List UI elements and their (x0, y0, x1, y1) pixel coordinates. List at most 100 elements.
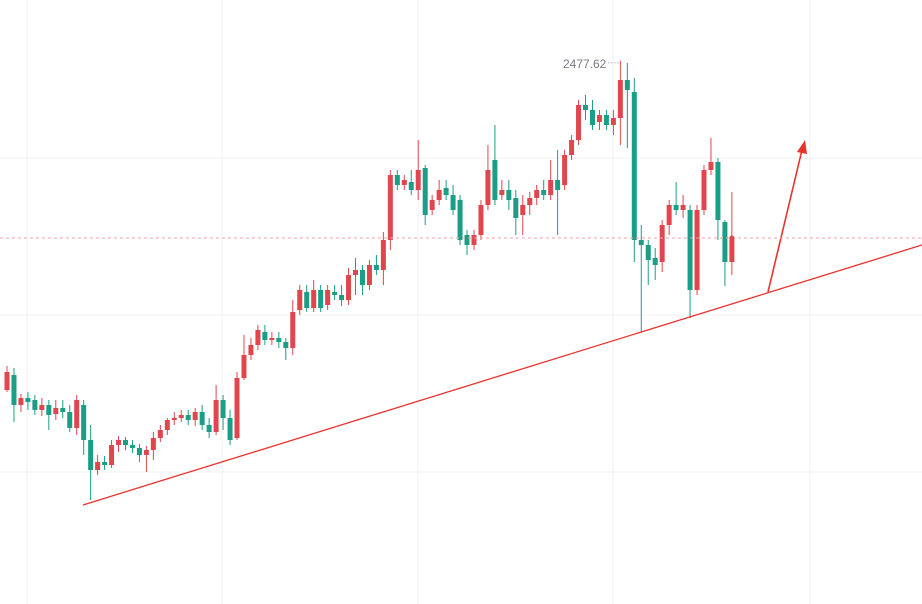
candle-body (534, 190, 540, 198)
candle-body (53, 408, 59, 414)
candle-body (206, 425, 212, 432)
candle-body (136, 448, 142, 455)
candle-body (687, 210, 693, 290)
candle-body (443, 188, 449, 195)
candle-body (269, 338, 275, 340)
candle-body (185, 415, 191, 420)
candle-body (366, 265, 372, 285)
candle-body (276, 338, 282, 342)
candle-body (192, 412, 198, 420)
candle-body (129, 445, 135, 448)
candle-body (562, 155, 568, 185)
candle-body (67, 412, 73, 428)
candle-body (589, 110, 595, 125)
candle-body (199, 412, 205, 425)
candle-body (603, 115, 609, 125)
candle-body (527, 198, 533, 205)
candle-body (346, 275, 352, 300)
candle-body (596, 115, 602, 122)
candle-body (631, 92, 637, 240)
candle-body (373, 265, 379, 270)
candle-body (339, 295, 345, 300)
candle-body (429, 200, 435, 210)
candle-body (241, 355, 247, 378)
candle-body (255, 330, 261, 345)
arrow-shaft (767, 149, 803, 293)
candle-body (290, 312, 296, 348)
candle-body (304, 292, 310, 308)
candle-body (680, 205, 686, 210)
candle-body (46, 405, 52, 415)
candle-body (102, 462, 108, 465)
candle-body (387, 175, 393, 240)
candle-body (408, 182, 414, 190)
candle-body (492, 160, 498, 200)
candle-body (25, 398, 31, 402)
candle-body (415, 170, 421, 190)
candle-body (722, 222, 728, 262)
candle-body (450, 195, 456, 210)
candle-body (701, 170, 707, 210)
arrow-head (797, 140, 807, 154)
candle-body (234, 378, 240, 438)
last-price-dot (729, 235, 735, 241)
candle-body (157, 430, 163, 438)
candle-body (645, 245, 651, 260)
candle-body (617, 80, 623, 118)
candle-body (436, 190, 442, 200)
candle-body (122, 440, 128, 445)
candle-body (353, 270, 358, 275)
candle-body (116, 440, 122, 445)
candle-body (506, 190, 512, 200)
candle-body (471, 235, 477, 245)
candle-body (499, 190, 505, 195)
candle-body (171, 418, 177, 420)
candle-body (311, 290, 317, 308)
candle-body (380, 240, 386, 270)
trend-line (82, 244, 922, 506)
candles (4, 60, 735, 500)
candle-body (541, 190, 547, 195)
candle-body (485, 170, 491, 205)
candle-body (401, 180, 407, 185)
candle-body (569, 140, 575, 155)
candle-body (109, 445, 115, 465)
candle-body (178, 415, 184, 418)
candle-body (4, 372, 10, 390)
candle-body (422, 168, 428, 215)
candle-body (715, 162, 721, 220)
candle-body (297, 290, 303, 310)
candle-body (39, 405, 45, 410)
candle-body (583, 105, 589, 110)
candle-body (150, 438, 156, 450)
candle-body (659, 225, 665, 262)
candle-body (548, 180, 554, 195)
candle-body (283, 342, 289, 348)
candle-body (248, 345, 254, 355)
candle-body (11, 375, 17, 405)
candle-body (652, 258, 658, 265)
candle-body (673, 205, 679, 210)
candle-body (32, 400, 38, 410)
candle-body (457, 200, 463, 240)
candle-body (74, 400, 80, 428)
candle-body (227, 418, 233, 440)
candle-body (394, 175, 400, 185)
candle-body (213, 400, 219, 432)
candle-body (164, 420, 170, 430)
candle-body (638, 240, 644, 245)
candle-body (666, 205, 672, 225)
candle-body (694, 210, 700, 290)
max-label: 2477.62 (563, 57, 607, 71)
candle-body (478, 205, 484, 235)
candle-body (555, 180, 561, 190)
candle-body (513, 198, 519, 218)
candle-body (359, 270, 365, 285)
candle-body (318, 290, 324, 308)
candle-body (520, 205, 526, 215)
candle-body (576, 105, 582, 140)
candle-body (729, 238, 735, 262)
